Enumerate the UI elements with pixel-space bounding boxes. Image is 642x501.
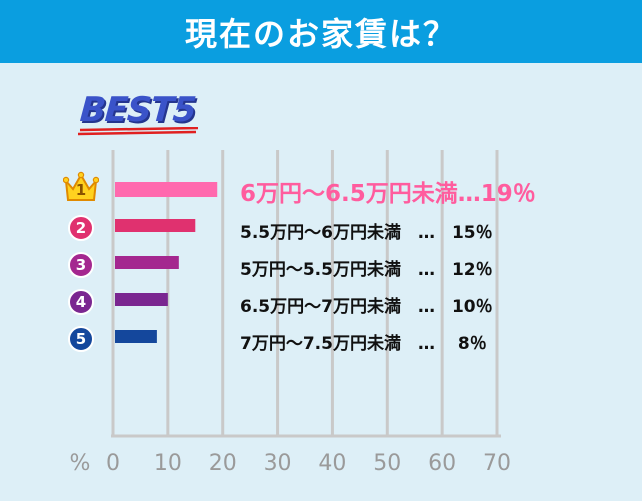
best-underline-icon [78,127,199,136]
data-label-2: 5.5万円〜6万円未満 … 15％ [240,223,493,243]
data-label-1: 6万円〜6.5万円未満…19％ [240,181,536,207]
data-label-3: 5万円〜5.5万円未満 … 12％ [240,260,493,280]
rank-5-badge: 5 [68,326,94,352]
x-tick-label-5: 50 [373,451,401,476]
crown-icon: 1 [62,171,100,203]
data-label-5: 7万円〜7.5万円未満 … 8％ [240,334,487,354]
data-label-4: 6.5万円〜7万円未満 … 10％ [240,297,493,317]
rank-4-badge: 4 [68,289,94,315]
bar-5 [115,330,157,343]
rank-1-number: 1 [75,181,87,199]
rank-2-badge: 2 [68,215,94,241]
x-tick-label-6: 60 [428,451,456,476]
bar-2 [115,219,196,232]
rank-3-badge: 3 [68,252,94,278]
bar-3 [115,256,179,269]
x-tick-label-0: 0 [106,451,120,476]
bar-4 [115,293,168,306]
x-tick-label-7: 70 [483,451,511,476]
x-tick-label-3: 30 [264,451,292,476]
page-title: 現在のお家賃は？ [184,14,457,53]
header-bar: 現在のお家賃は？ [0,0,642,63]
x-tick-label-4: 40 [318,451,346,476]
x-tick-label-2: 20 [209,451,237,476]
x-axis-unit-label: % [70,451,91,476]
bar-1 [115,182,218,197]
x-tick-label-1: 10 [154,451,182,476]
